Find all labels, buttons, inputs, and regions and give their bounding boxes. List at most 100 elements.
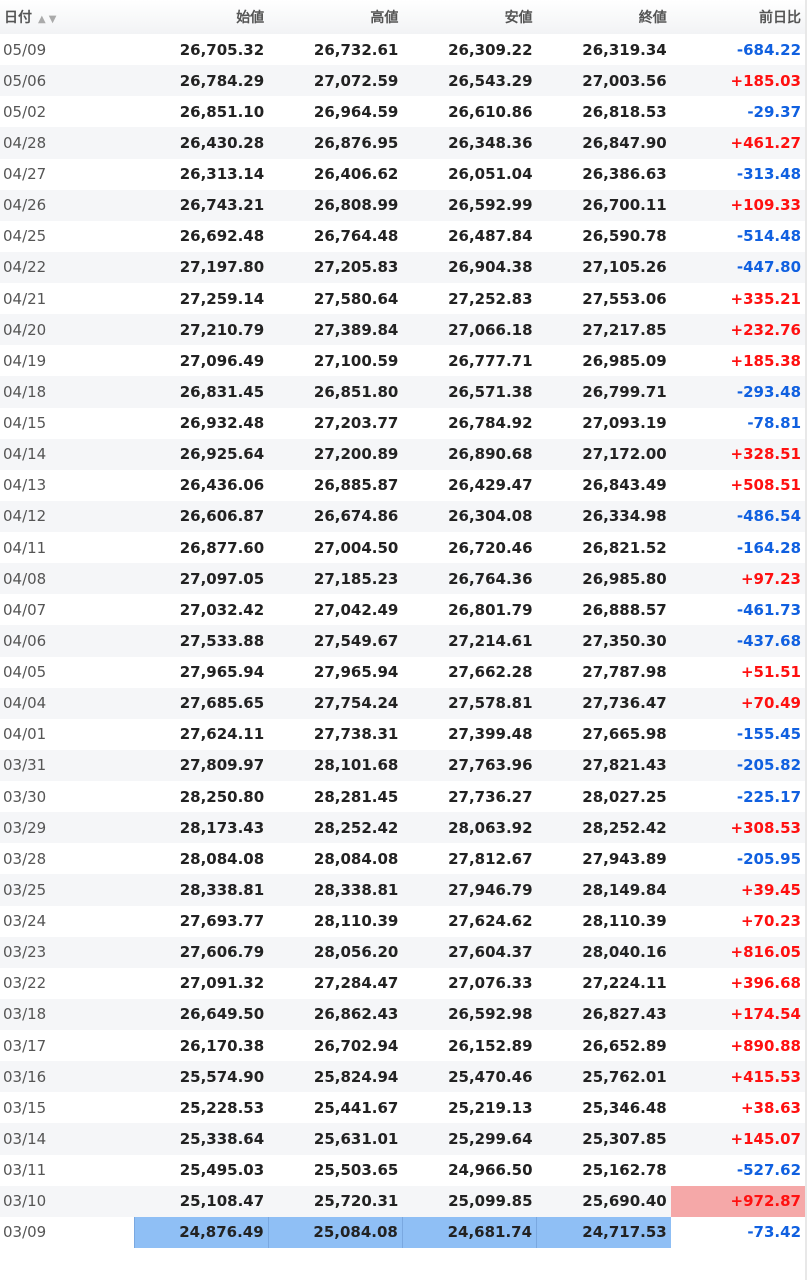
scrollbar-track[interactable]	[805, 0, 807, 1280]
table-row: 03/24 27,693.77 28,110.39 27,624.62 28,110.3…	[0, 906, 805, 937]
cell-close: 26,827.43	[536, 998, 671, 1030]
cell-date: 04/27	[3, 165, 47, 184]
cell-close: 27,217.85	[536, 314, 671, 346]
column-header-date[interactable]: 日付 ▲ ▼	[0, 0, 134, 34]
table-row: 04/22 27,197.80 27,205.83 26,904.38 27,105.2…	[0, 251, 805, 283]
cell-open: 27,693.77	[179, 912, 265, 931]
cell-date: 03/11	[3, 1161, 47, 1180]
cell-date: 04/06	[0, 625, 134, 657]
cell-date: 03/23	[0, 936, 134, 968]
cell-close: 26,821.52	[582, 538, 667, 557]
cell-open: 28,084.08	[179, 849, 265, 868]
cell-close: 28,252.42	[536, 812, 671, 844]
cell-high: 25,824.94	[268, 1061, 403, 1093]
cell-date: 04/25	[3, 227, 47, 246]
cell-open: 28,250.80	[179, 787, 265, 806]
cell-date: 04/14	[0, 438, 134, 470]
cell-close: 26,700.11	[536, 189, 671, 221]
cell-date: 05/02	[3, 102, 47, 121]
cell-low: 26,801.79	[448, 600, 533, 619]
cell-high: 27,754.24	[268, 687, 403, 719]
table-row: 04/26 26,743.21 26,808.99 26,592.99 26,700.1…	[0, 189, 805, 221]
cell-open: 26,649.50	[134, 998, 269, 1030]
cell-open: 26,170.38	[179, 1036, 265, 1055]
cell-low: 26,309.22	[448, 40, 533, 59]
cell-close: 26,843.49	[582, 476, 667, 495]
cell-change: -155.45	[736, 725, 801, 744]
cell-open: 26,313.14	[179, 165, 265, 184]
cell-change: +328.51	[670, 438, 805, 470]
table-row: 05/02 26,851.10 26,964.59 26,610.86 26,818.5…	[0, 96, 805, 127]
cell-change: +508.51	[730, 476, 801, 495]
cell-close: 28,149.84	[536, 874, 671, 906]
cell-open: 28,338.81	[134, 874, 269, 906]
cell-change: +39.45	[670, 874, 805, 906]
cell-low: 26,487.84	[448, 227, 533, 246]
sort-ascending-icon[interactable]: ▲	[38, 14, 46, 25]
cell-low: 25,219.13	[448, 1098, 533, 1117]
cell-open: 27,533.88	[134, 625, 269, 657]
cell-date: 03/22	[3, 974, 47, 993]
cell-date: 04/15	[3, 414, 47, 433]
cell-change: -73.42	[747, 1223, 801, 1242]
cell-change: +890.88	[730, 1036, 801, 1055]
cell-low: 27,624.62	[448, 912, 533, 931]
cell-close: 27,350.30	[536, 625, 671, 657]
table-row: 04/01 27,624.11 27,738.31 27,399.48 27,665.9…	[0, 719, 805, 750]
cell-high: 25,631.01	[268, 1123, 403, 1155]
cell-change: +145.07	[670, 1123, 805, 1155]
cell-date: 04/26	[0, 189, 134, 221]
column-header-low: 安値	[402, 0, 537, 34]
cell-open: 25,574.90	[134, 1061, 269, 1093]
cell-high: 26,406.62	[313, 165, 399, 184]
table-row: 03/18 26,649.50 26,862.43 26,592.98 26,827.4…	[0, 998, 805, 1030]
sort-descending-icon[interactable]: ▼	[48, 14, 57, 25]
cell-change: -514.48	[736, 227, 801, 246]
cell-date: 03/31	[0, 749, 134, 781]
cell-open: 25,108.47	[134, 1185, 269, 1217]
cell-date: 04/04	[0, 687, 134, 719]
cell-high: 27,042.49	[313, 600, 399, 619]
cell-date: 04/18	[0, 376, 134, 408]
cell-date: 04/22	[0, 251, 134, 283]
table-row: 04/08 27,097.05 27,185.23 26,764.36 26,985.8…	[0, 563, 805, 595]
cell-open: 27,096.49	[179, 351, 265, 370]
cell-change: +70.49	[670, 687, 805, 719]
cell-date: 04/13	[3, 476, 47, 495]
cell-high: 26,732.61	[313, 40, 399, 59]
cell-change: -78.81	[747, 414, 801, 433]
cell-high: 26,862.43	[268, 998, 403, 1030]
cell-open: 27,091.32	[179, 974, 265, 993]
cell-date: 04/08	[0, 563, 134, 595]
cell-close: 26,985.09	[582, 351, 667, 370]
cell-low: 26,777.71	[448, 351, 533, 370]
column-header-change: 前日比	[670, 0, 805, 34]
cell-open: 27,197.80	[134, 251, 269, 283]
cell-open: 26,877.60	[179, 538, 265, 557]
cell-high: 27,580.64	[313, 289, 399, 308]
cell-date: 03/18	[0, 998, 134, 1030]
cell-close: 27,736.47	[536, 687, 671, 719]
cell-high: 28,101.68	[268, 749, 403, 781]
cell-close: 27,553.06	[582, 289, 667, 308]
cell-high: 26,876.95	[268, 127, 403, 159]
cell-close: 26,985.80	[536, 563, 671, 595]
cell-high: 26,702.94	[313, 1036, 399, 1055]
cell-high: 28,110.39	[313, 912, 399, 931]
cell-low: 28,063.92	[402, 812, 537, 844]
cell-change: +232.76	[670, 314, 805, 346]
cell-change: -313.48	[736, 165, 801, 184]
cell-open: 27,965.94	[179, 663, 265, 682]
cell-low: 26,051.04	[448, 165, 533, 184]
cell-high: 25,441.67	[313, 1098, 399, 1117]
table-row: 03/15 25,228.53 25,441.67 25,219.13 25,346.4…	[0, 1092, 805, 1123]
cell-open: 25,228.53	[179, 1098, 265, 1117]
cell-close: 25,690.40	[536, 1185, 671, 1217]
table-row: 04/13 26,436.06 26,885.87 26,429.47 26,843.4…	[0, 470, 805, 501]
cell-date: 03/15	[3, 1098, 47, 1117]
cell-low: 27,214.61	[402, 625, 537, 657]
table-row: 04/07 27,032.42 27,042.49 26,801.79 26,888.5…	[0, 594, 805, 625]
cell-low: 27,946.79	[402, 874, 537, 906]
cell-date: 04/01	[3, 725, 47, 744]
cell-low: 25,099.85	[402, 1185, 537, 1217]
